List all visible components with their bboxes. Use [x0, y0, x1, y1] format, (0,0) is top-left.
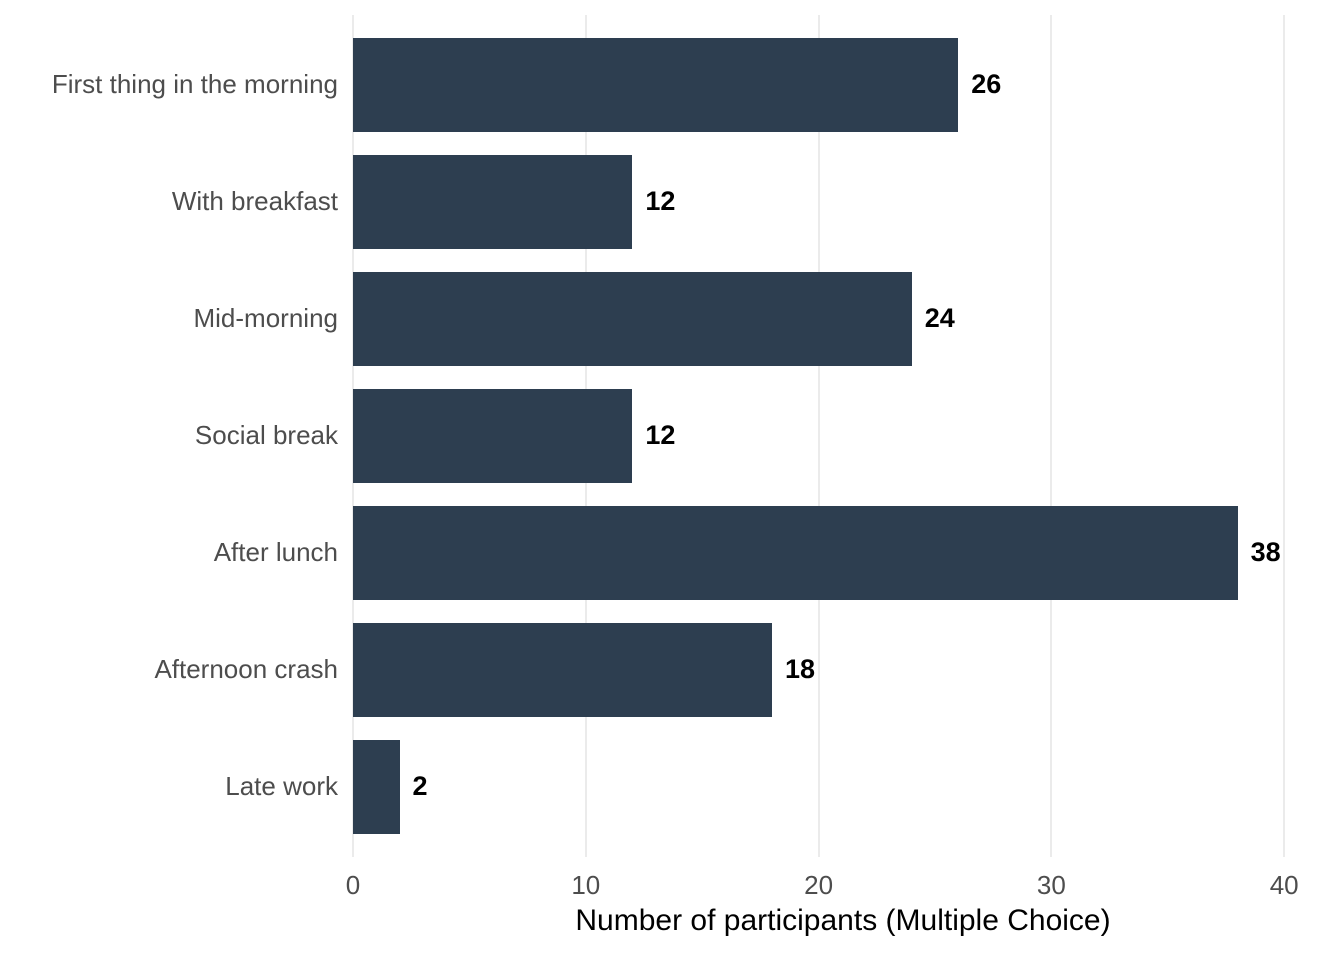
bar-value-label: 38: [1250, 536, 1281, 567]
bar: [353, 739, 400, 834]
x-tick-label: 0: [345, 870, 361, 900]
bar-value-label: 24: [924, 303, 955, 334]
bar: [353, 155, 633, 250]
x-gridline: [1050, 15, 1053, 857]
bar-value-label: 2: [412, 770, 428, 801]
x-gridline: [817, 15, 820, 857]
x-tick-label: 40: [1269, 870, 1299, 900]
bar: [353, 622, 773, 717]
x-tick-label: 20: [804, 870, 834, 900]
bar-value-label: 18: [785, 653, 816, 684]
bar: [353, 505, 1238, 600]
category-label: Mid-morning: [193, 302, 339, 333]
x-gridline: [1283, 15, 1286, 857]
bar-value-label: 12: [645, 419, 676, 450]
category-label: Social break: [194, 419, 338, 450]
bar: [353, 38, 959, 133]
category-label: Late work: [225, 770, 338, 801]
bar: [353, 272, 912, 367]
plot-panel: [352, 15, 1296, 857]
category-label: First thing in the morning: [51, 68, 338, 99]
bar: [353, 389, 633, 483]
bar-value-label: 12: [645, 186, 676, 217]
x-tick-label: 10: [571, 870, 601, 900]
x-tick-label: 30: [1036, 870, 1066, 900]
bar-value-label: 26: [971, 69, 1002, 100]
category-label: After lunch: [213, 536, 338, 567]
category-label: Afternoon crash: [154, 653, 338, 684]
x-axis-title: Number of participants (Multiple Choice): [575, 904, 1111, 937]
category-label: With breakfast: [171, 185, 338, 216]
